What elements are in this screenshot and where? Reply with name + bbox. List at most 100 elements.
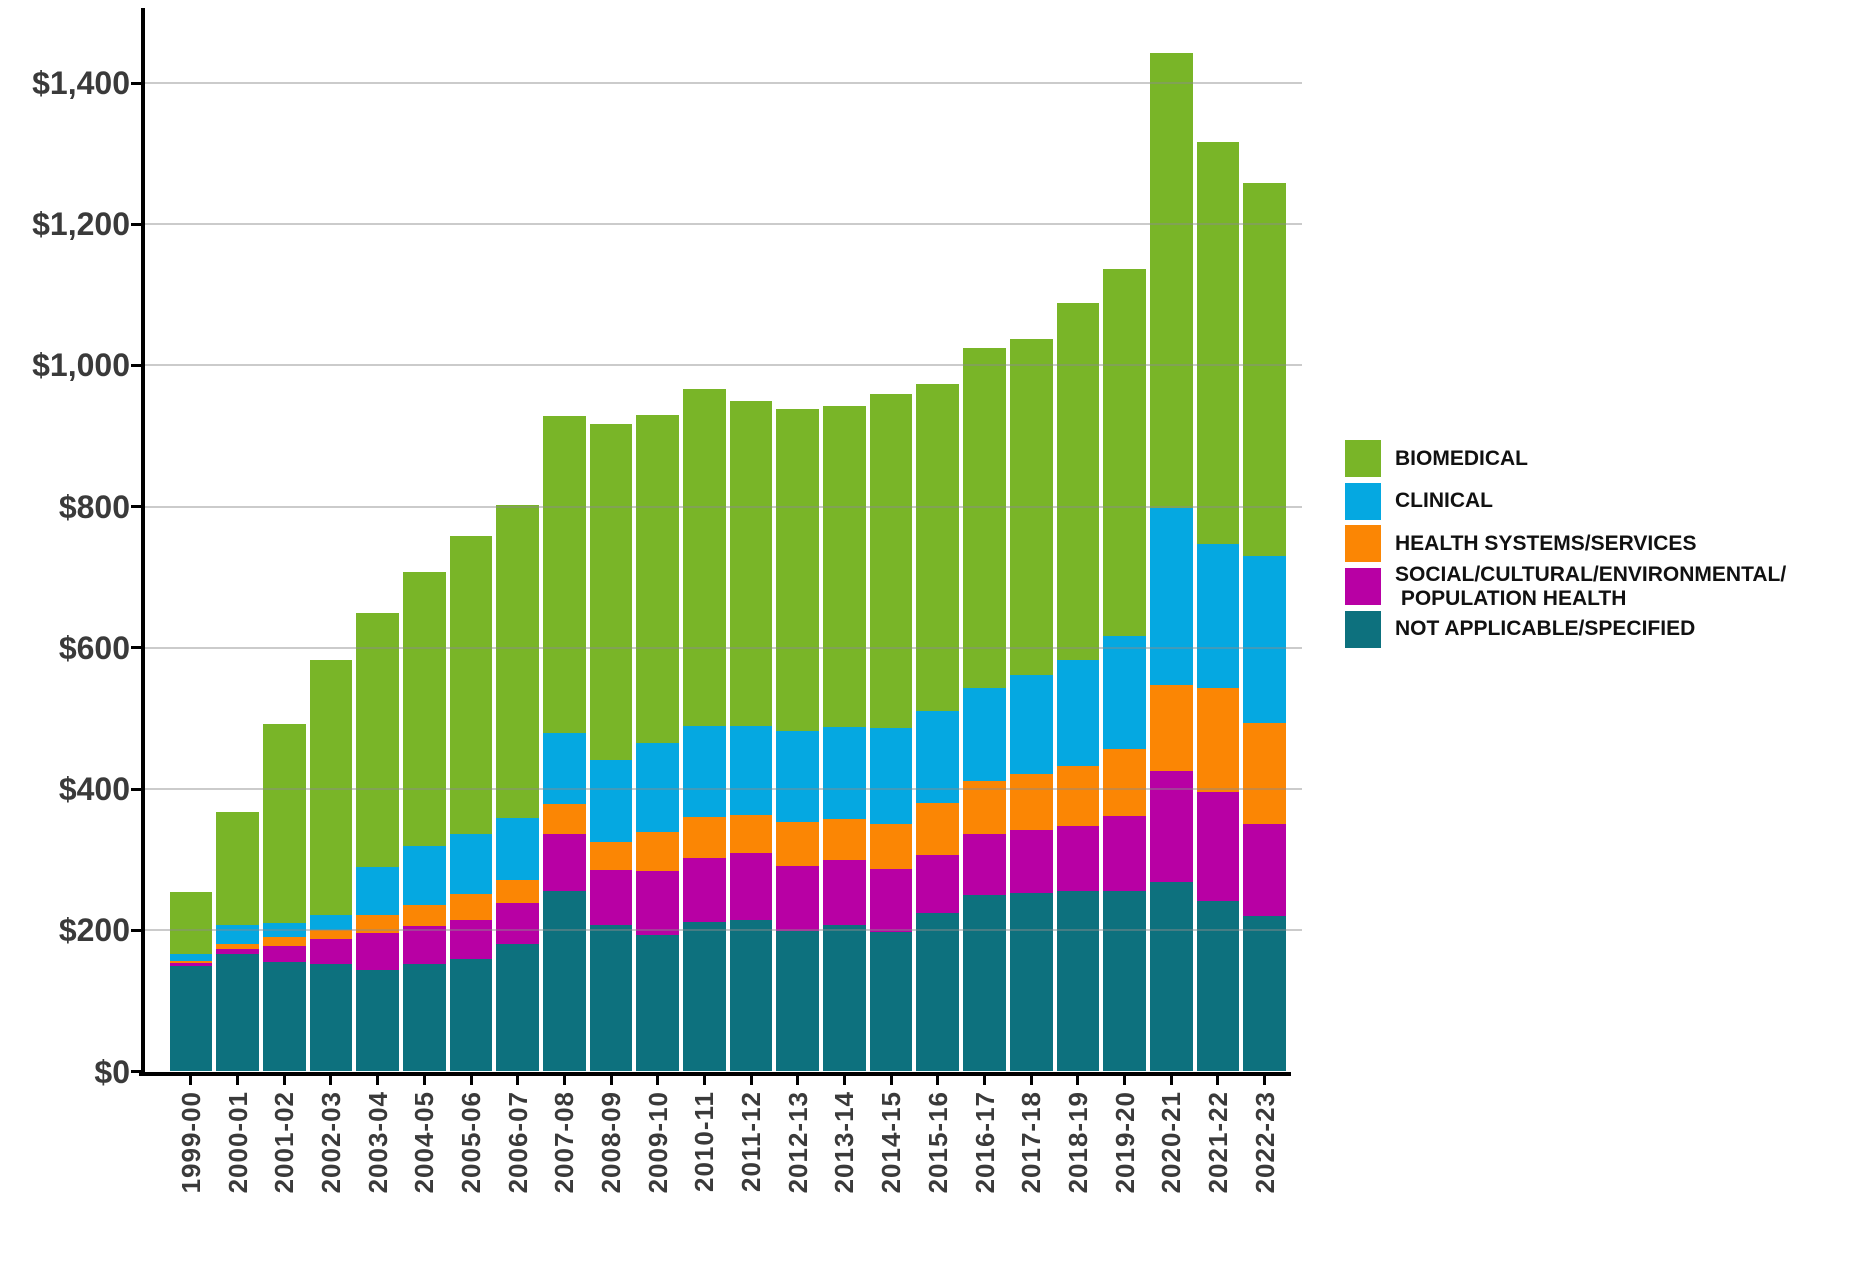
x-axis-label: 2018-19 — [1062, 1091, 1093, 1194]
x-axis-label: 1999-00 — [175, 1091, 206, 1194]
bar-segment-social-cultural-environmental-population-health-2020-21 — [1149, 770, 1193, 883]
bar-segment-social-cultural-environmental-population-health-2004-05 — [403, 926, 446, 965]
bar-segment-biomedical-2021-22 — [1196, 141, 1240, 545]
x-tick-2017-18 — [1029, 1075, 1033, 1085]
bar-segment-not-applicable-specified-2006-07 — [496, 944, 540, 1072]
x-tick-2016-17 — [983, 1075, 986, 1085]
x-tick-2014-15 — [889, 1075, 893, 1085]
gridline-1400 — [140, 82, 1302, 84]
bar-segment-biomedical-2016-17 — [963, 347, 1006, 689]
bar-segment-clinical-2022-23 — [1243, 556, 1286, 723]
bar-segment-health-systems-services-2010-11 — [683, 816, 726, 859]
bar-segment-not-applicable-specified-2011-12 — [729, 920, 773, 1072]
bar-segment-clinical-2011-12 — [729, 725, 773, 816]
bar-segment-biomedical-2015-16 — [916, 383, 960, 712]
bar-segment-biomedical-2001-02 — [262, 724, 306, 923]
legend-label-clinical: CLINICAL — [1395, 483, 1493, 520]
bar-segment-clinical-2010-11 — [683, 725, 726, 817]
bar-segment-not-applicable-specified-2020-21 — [1149, 882, 1193, 1072]
bar-segment-health-systems-services-2019-20 — [1103, 748, 1146, 816]
legend-swatch-clinical — [1345, 482, 1381, 520]
bar-segment-health-systems-services-2016-17 — [963, 780, 1006, 834]
bar-segment-health-systems-services-2022-23 — [1243, 722, 1286, 825]
gridline-200 — [140, 929, 1302, 932]
bar-segment-social-cultural-environmental-population-health-2018-19 — [1056, 826, 1100, 891]
bar-segment-clinical-2014-15 — [869, 728, 913, 824]
bar-segment-clinical-2021-22 — [1196, 544, 1240, 689]
y-axis-label: $400 — [58, 771, 130, 808]
bar-segment-health-systems-services-2004-05 — [403, 904, 446, 927]
bar-segment-not-applicable-specified-2019-20 — [1103, 891, 1146, 1072]
bar-segment-health-systems-services-2014-15 — [869, 823, 913, 869]
y-tick-1200 — [131, 222, 141, 226]
y-axis-label: $1,200 — [32, 206, 130, 243]
x-axis-label: 2016-17 — [969, 1091, 1000, 1194]
bar-segment-health-systems-services-2012-13 — [776, 821, 820, 867]
bar-segment-not-applicable-specified-2012-13 — [776, 930, 820, 1072]
x-tick-2011-12 — [749, 1075, 753, 1085]
bar-segment-not-applicable-specified-2013-14 — [823, 925, 866, 1072]
bar-segment-biomedical-2008-09 — [589, 424, 633, 761]
bar-segment-clinical-2007-08 — [543, 732, 586, 804]
y-axis-label: $200 — [58, 912, 130, 949]
y-tick-400 — [131, 787, 141, 791]
legend-label-line: SOCIAL/CULTURAL/ENVIRONMENTAL/ — [1395, 562, 1787, 586]
legend-label-line: HEALTH SYSTEMS/SERVICES — [1395, 531, 1697, 555]
legend-swatch-health-systems-services — [1345, 525, 1381, 563]
gridline-800 — [140, 505, 1302, 508]
bar-segment-social-cultural-environmental-population-health-2021-22 — [1196, 791, 1240, 901]
x-tick-2019-20 — [1123, 1075, 1127, 1085]
gridline-600 — [140, 646, 1302, 649]
y-tick-200 — [131, 928, 141, 932]
bar-segment-health-systems-services-2011-12 — [729, 815, 773, 854]
legend-label-biomedical: BIOMEDICAL — [1395, 440, 1528, 477]
bar-segment-social-cultural-environmental-population-health-2015-16 — [916, 854, 960, 914]
bar-segment-health-systems-services-2003-04 — [356, 915, 399, 934]
bar-segment-clinical-2015-16 — [916, 711, 960, 804]
bar-segment-not-applicable-specified-2016-17 — [963, 894, 1006, 1072]
bar-segment-social-cultural-environmental-population-health-2022-23 — [1243, 824, 1286, 917]
y-tick-1000 — [131, 363, 141, 367]
bar-segment-social-cultural-environmental-population-health-2016-17 — [963, 833, 1006, 895]
bar-segment-clinical-2001-02 — [262, 922, 306, 938]
x-axis-label: 2011-12 — [736, 1091, 767, 1192]
bar-segment-health-systems-services-2006-07 — [496, 880, 540, 903]
bar-segment-clinical-2019-20 — [1103, 635, 1146, 749]
bar-segment-biomedical-2004-05 — [403, 572, 446, 846]
bar-segment-health-systems-services-2008-09 — [589, 842, 633, 871]
legend-label-health-systems-services: HEALTH SYSTEMS/SERVICES — [1395, 525, 1696, 562]
y-axis-label: $0 — [94, 1053, 130, 1090]
x-tick-2003-04 — [376, 1075, 380, 1085]
x-axis-label: 2005-06 — [456, 1091, 487, 1194]
bar-segment-health-systems-services-2005-06 — [449, 894, 493, 920]
bar-segment-health-systems-services-2017-18 — [1009, 773, 1053, 831]
bar-segment-not-applicable-specified-1999-00 — [169, 965, 213, 1072]
x-tick-2008-09 — [609, 1075, 613, 1085]
bar-segment-not-applicable-specified-2003-04 — [356, 969, 399, 1072]
y-tick-1400 — [131, 81, 141, 85]
bar-segment-social-cultural-environmental-population-health-2001-02 — [262, 945, 306, 963]
legend-label-social-cultural-environmental-population-health: SOCIAL/CULTURAL/ENVIRONMENTAL/ POPULATIO… — [1395, 563, 1786, 610]
bar-segment-biomedical-1999-00 — [169, 892, 213, 954]
gridline-1200 — [140, 223, 1302, 226]
bar-segment-clinical-2002-03 — [309, 915, 353, 930]
gridline-400 — [140, 788, 1302, 791]
x-tick-2005-06 — [469, 1075, 473, 1085]
bar-segment-social-cultural-environmental-population-health-2002-03 — [309, 938, 353, 965]
bar-segment-biomedical-2018-19 — [1056, 302, 1100, 660]
x-axis-label: 2017-18 — [1016, 1091, 1047, 1194]
bar-segment-social-cultural-environmental-population-health-2008-09 — [589, 870, 633, 926]
bar-segment-social-cultural-environmental-population-health-2003-04 — [356, 933, 399, 970]
bar-segment-biomedical-2013-14 — [823, 405, 866, 727]
bar-segment-clinical-2003-04 — [356, 866, 399, 916]
legend-swatch-social-cultural-environmental-population-health — [1345, 568, 1381, 606]
bar-segment-social-cultural-environmental-population-health-2005-06 — [449, 919, 493, 959]
bar-segment-biomedical-2005-06 — [449, 535, 493, 834]
y-tick-800 — [131, 505, 141, 509]
x-tick-2006-07 — [516, 1075, 520, 1085]
bar-segment-social-cultural-environmental-population-health-2010-11 — [683, 858, 726, 922]
x-tick-2010-11 — [702, 1075, 706, 1085]
bar-segment-health-systems-services-2009-10 — [636, 832, 680, 871]
bar-segment-clinical-2000-01 — [216, 925, 259, 945]
y-axis-label: $1,400 — [32, 65, 130, 101]
